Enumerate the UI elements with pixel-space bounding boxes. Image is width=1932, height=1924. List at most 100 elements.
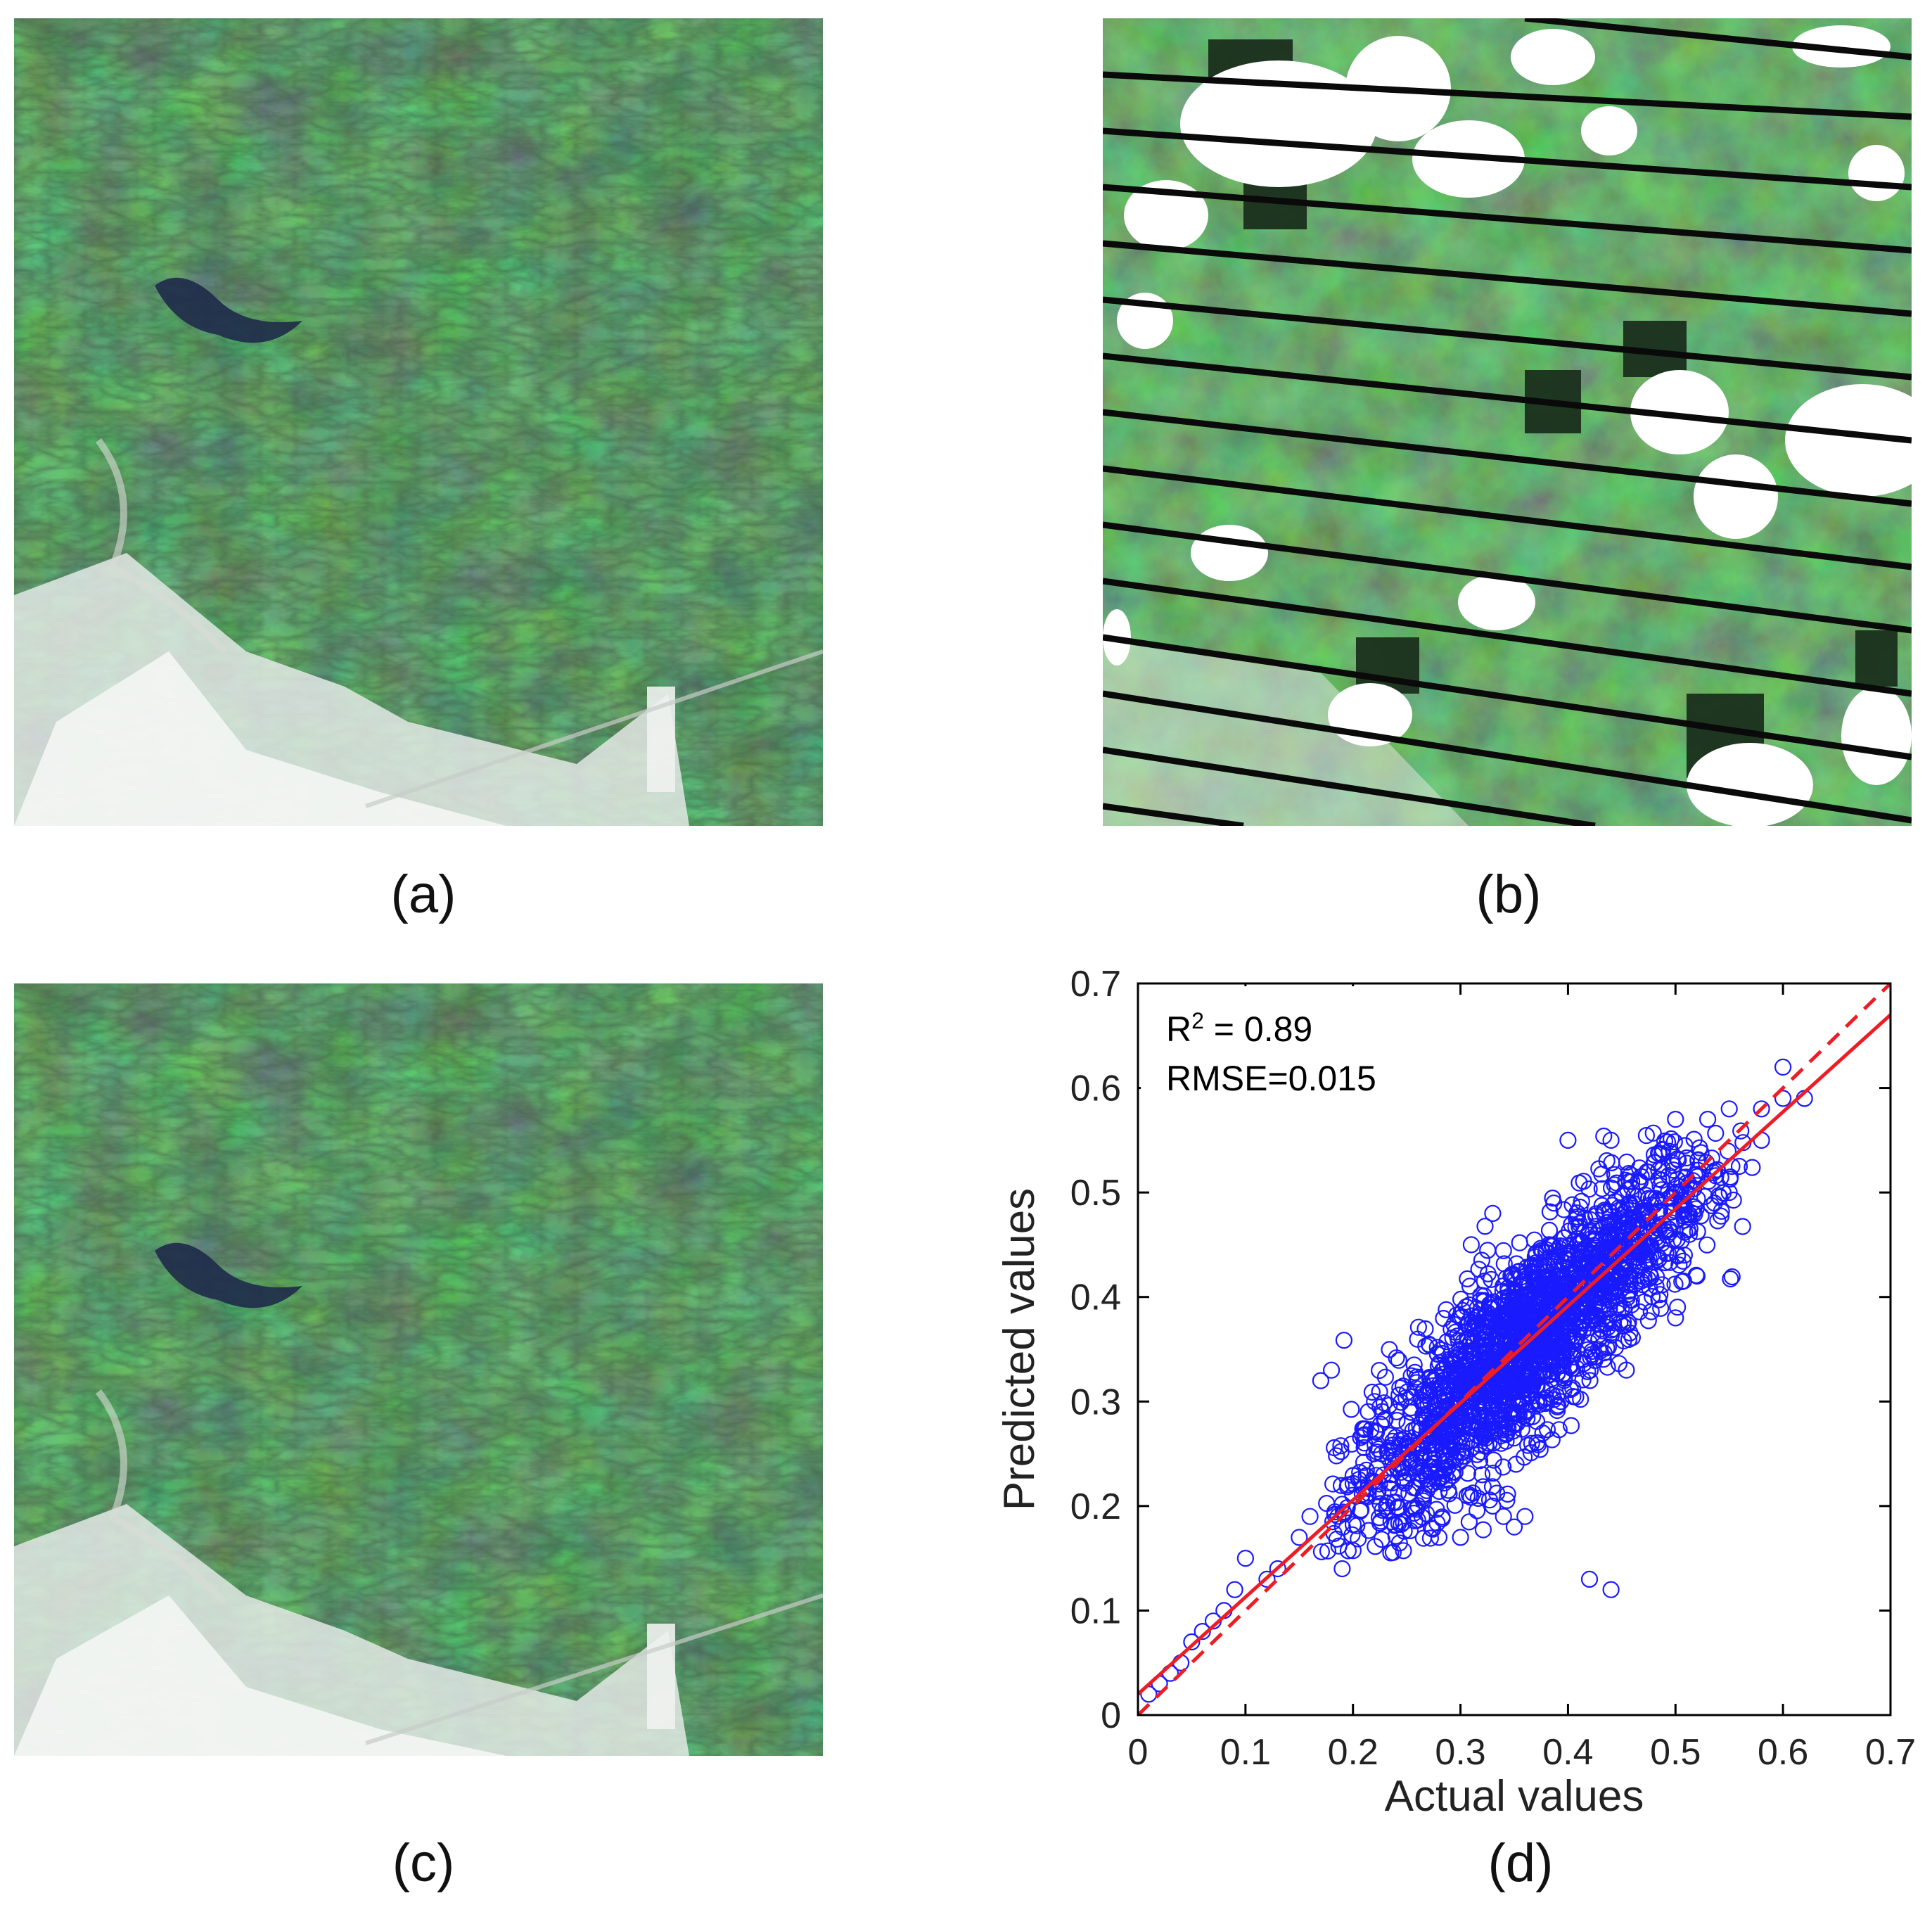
scatter-point (1512, 1311, 1530, 1329)
scatter-point (1515, 1448, 1533, 1466)
scatter-point (1567, 1388, 1585, 1406)
scatter-point (1574, 1371, 1592, 1389)
scatter-point (1646, 1154, 1663, 1171)
scatter-point (1677, 1154, 1696, 1172)
scatter-point (1428, 1368, 1445, 1385)
scatter-point (1518, 1296, 1536, 1314)
scatter-point (1514, 1381, 1531, 1399)
r2-annotation: R2 = 0.89 (1166, 1008, 1312, 1049)
scan-line-stripes (1103, 18, 1912, 826)
scatter-point (1670, 1152, 1687, 1169)
scatter-point (1384, 1432, 1402, 1450)
scatter-point (1392, 1463, 1410, 1481)
scatter-point (1630, 1159, 1649, 1177)
scatter-point (1599, 1225, 1617, 1243)
scatter-chart: 0 0.1 0.2 0.3 0.4 0.5 0.6 0.7 0 0.1 0.2 0.3 0.4 0.5 0.… (978, 943, 1920, 1829)
scatter-point (1476, 1287, 1493, 1305)
annotation-background (1141, 986, 1394, 1092)
scatter-point (1430, 1529, 1448, 1546)
scatter-point (1335, 1332, 1353, 1349)
scatter-point (1549, 1339, 1566, 1358)
scatter-point (1352, 1502, 1369, 1520)
scatter-point (1610, 1355, 1628, 1372)
scatter-point (1360, 1403, 1377, 1420)
scatter-point (1481, 1310, 1499, 1327)
scatter-point (1324, 1475, 1342, 1493)
scatter-point (1484, 1465, 1502, 1482)
r2-value: = 0.89 (1204, 1009, 1312, 1049)
scatter-point (1408, 1368, 1426, 1386)
scatter-point (1376, 1368, 1395, 1386)
scatter-point (1530, 1396, 1548, 1413)
scatter-point (1438, 1301, 1455, 1318)
scatter-point (1409, 1318, 1428, 1336)
scatter-point (1596, 1278, 1614, 1295)
scatter-point (1688, 1267, 1706, 1285)
scatter-point (1482, 1351, 1499, 1368)
scatter-point (1554, 1329, 1572, 1346)
r2-superscript: 2 (1191, 1008, 1204, 1033)
scatter-point (1706, 1162, 1724, 1180)
scatter-point (1355, 1439, 1373, 1456)
scatter-point (1429, 1357, 1447, 1375)
scatter-point (1450, 1414, 1468, 1432)
scatter-point (1643, 1288, 1661, 1306)
scatter-point (1420, 1458, 1438, 1475)
scatter-point (1531, 1342, 1549, 1359)
scatter-point (1722, 1270, 1739, 1288)
rmse-annotation: RMSE=0.015 (1166, 1059, 1376, 1098)
scatter-point (1541, 1237, 1559, 1255)
scatter-point (1674, 1252, 1692, 1270)
scatter-point (1366, 1393, 1383, 1410)
axis-ticks: 0 0.1 0.2 0.3 0.4 0.5 0.6 0.7 0 0.1 0.2 0.3 0.4 0.5 0.… (1070, 964, 1916, 1773)
scatter-point (1593, 1180, 1611, 1197)
scatter-point (1665, 1161, 1682, 1179)
scatter-point (1720, 1100, 1738, 1118)
x-tick-label: 0.5 (1650, 1732, 1701, 1773)
scatter-point (1432, 1341, 1450, 1358)
scatter-point (1471, 1406, 1489, 1424)
scatter-point (1332, 1443, 1350, 1460)
y-tick-label: 0.7 (1070, 964, 1121, 1005)
scatter-point (1616, 1204, 1633, 1221)
scatter-point (1344, 1542, 1362, 1560)
scatter-point (1471, 1436, 1488, 1453)
scatter-point (1467, 1420, 1485, 1437)
scatter-point (1419, 1397, 1437, 1415)
scatter-point (1354, 1427, 1371, 1444)
scatter-point (1392, 1394, 1410, 1411)
scatter-point (1452, 1529, 1469, 1546)
y-tick-label: 0 (1101, 1695, 1121, 1736)
scatter-point (1461, 1342, 1479, 1360)
scatter-point (1452, 1290, 1470, 1308)
scatter-point (1619, 1285, 1637, 1303)
r2-prefix: R (1166, 1009, 1191, 1049)
scatter-point (1433, 1437, 1451, 1455)
scatter-point (1418, 1482, 1435, 1500)
scatter-point (1699, 1111, 1717, 1128)
cloud-mask (1103, 25, 1912, 826)
scatter-point (1468, 1502, 1486, 1520)
scatter-point (1395, 1429, 1413, 1448)
scatter-point (1462, 1236, 1480, 1254)
scatter-point (1538, 1341, 1556, 1359)
scatter-point (1390, 1515, 1407, 1532)
scatter-point (1354, 1420, 1371, 1438)
scatter-point (1483, 1478, 1502, 1496)
scatter-point (1402, 1403, 1420, 1421)
scatter-point (1371, 1514, 1389, 1532)
scatter-point (1586, 1257, 1604, 1275)
scatter-point (1407, 1380, 1425, 1397)
scatter-point (1424, 1377, 1442, 1394)
scatter-point (1528, 1295, 1546, 1313)
scatter-point (1525, 1344, 1542, 1361)
scatter-point (1378, 1501, 1396, 1519)
scatter-point (1541, 1203, 1559, 1221)
scatter-point (1666, 1275, 1684, 1293)
scatter-point (1494, 1401, 1511, 1419)
scatter-point (1585, 1299, 1604, 1317)
scatter-point (1500, 1289, 1518, 1307)
scatter-point (1499, 1485, 1516, 1503)
scatter-point (1676, 1137, 1694, 1154)
scatter-point (1464, 1363, 1482, 1380)
